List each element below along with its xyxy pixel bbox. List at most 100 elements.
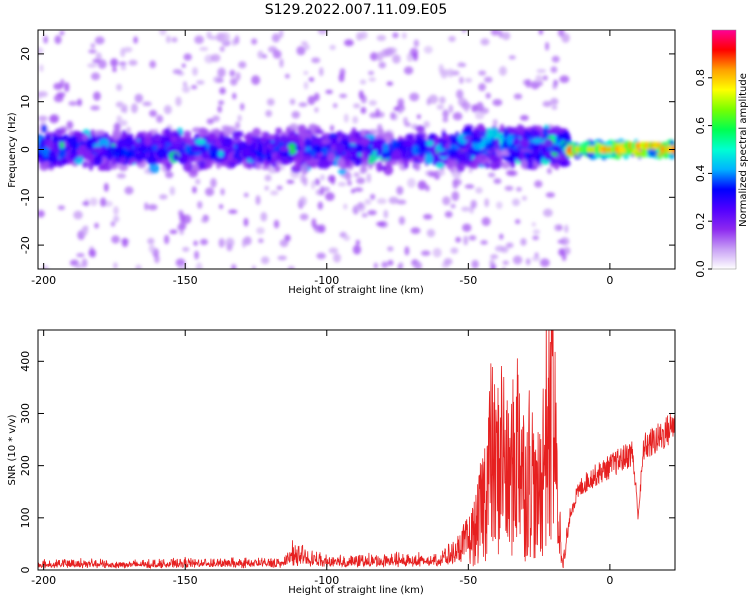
spectrogram-cell bbox=[91, 146, 103, 154]
spectrogram-cell bbox=[217, 105, 222, 113]
spectrogram-cell bbox=[542, 208, 553, 217]
spectrogram-cell bbox=[181, 152, 189, 164]
spectrogram-cell bbox=[266, 134, 276, 140]
spectrogram-cell bbox=[191, 145, 201, 153]
x-tick-label: -50 bbox=[459, 574, 477, 587]
spectrogram-cell bbox=[121, 156, 127, 165]
spectrogram-cell bbox=[289, 123, 299, 130]
spectrogram-cell bbox=[87, 63, 98, 68]
spectrogram-cell bbox=[94, 36, 105, 45]
colorbar-tick-label: 0.4 bbox=[694, 165, 707, 183]
spectrogram-cell bbox=[38, 138, 46, 150]
spectrogram-cell bbox=[93, 129, 104, 137]
spectrogram-cell bbox=[308, 77, 315, 82]
spectrogram-cell bbox=[384, 47, 394, 57]
spectrogram-x-label: Height of straight line (km) bbox=[288, 285, 424, 296]
spectrogram-cell bbox=[370, 193, 376, 200]
spectrogram-cell bbox=[175, 96, 182, 107]
spectrogram-cell bbox=[499, 233, 504, 240]
y-tick-label: -10 bbox=[19, 188, 32, 206]
spectrogram-cell bbox=[563, 246, 571, 255]
spectrogram-cell bbox=[220, 188, 225, 196]
spectrogram-cell bbox=[521, 195, 527, 201]
spectrogram-cell bbox=[404, 246, 410, 256]
spectrogram-cell bbox=[172, 152, 179, 162]
spectrogram-cell bbox=[375, 161, 383, 173]
spectrogram-cell bbox=[343, 113, 349, 123]
y-tick-label: 200 bbox=[19, 455, 32, 476]
spectrogram-cell bbox=[423, 120, 430, 128]
spectrogram-cell bbox=[251, 265, 256, 269]
spectrogram-cell bbox=[432, 247, 442, 258]
spectrogram-cell bbox=[116, 115, 122, 123]
spectrogram-cell bbox=[58, 148, 67, 159]
spectrogram-cell bbox=[165, 162, 172, 172]
spectrogram-cell bbox=[182, 81, 188, 87]
spectrogram-cell bbox=[392, 32, 399, 39]
y-tick-label: 300 bbox=[19, 403, 32, 424]
spectrogram-cell bbox=[90, 42, 96, 49]
x-tick-label: -50 bbox=[459, 274, 477, 287]
spectrogram-cell bbox=[534, 180, 543, 188]
spectrogram-cell bbox=[260, 256, 270, 265]
spectrogram-cell bbox=[551, 55, 560, 63]
spectrogram-cell bbox=[208, 144, 214, 152]
spectrogram-cell bbox=[314, 107, 319, 113]
spectrogram-cell bbox=[328, 247, 339, 254]
spectrogram-cell bbox=[311, 57, 321, 64]
spectrogram-cell bbox=[321, 147, 328, 156]
spectrogram-cell bbox=[255, 195, 261, 206]
spectrogram-cell bbox=[519, 114, 529, 121]
spectrogram-cell bbox=[360, 165, 368, 174]
spectrogram-cell bbox=[397, 98, 405, 107]
x-tick-label: -200 bbox=[31, 574, 56, 587]
spectrogram-cell bbox=[461, 30, 467, 33]
spectrogram-cell bbox=[144, 202, 149, 211]
spectrogram-cell bbox=[183, 134, 192, 144]
spectrogram-cell bbox=[490, 161, 499, 171]
spectrogram-cell bbox=[461, 101, 471, 110]
spectrogram-cell bbox=[484, 198, 490, 208]
spectrogram-cell bbox=[196, 80, 205, 85]
spectrogram-cell bbox=[275, 127, 283, 135]
spectrogram-cell bbox=[450, 203, 456, 209]
spectrogram-cell bbox=[93, 155, 103, 166]
spectrogram-cell bbox=[353, 187, 364, 192]
spectrogram-cell bbox=[484, 162, 491, 169]
spectrogram-cell bbox=[198, 160, 206, 170]
spectrogram-cell bbox=[113, 262, 118, 269]
spectrogram-cell bbox=[501, 31, 511, 41]
spectrogram-cell bbox=[392, 54, 401, 64]
spectrogram-cell bbox=[356, 202, 366, 212]
spectrogram-cell bbox=[149, 109, 158, 117]
spectrogram-cell bbox=[76, 253, 85, 258]
spectrogram-cell bbox=[450, 247, 459, 254]
spectrogram-cell bbox=[464, 77, 473, 83]
spectrogram-cell bbox=[265, 109, 273, 118]
spectrogram-cell bbox=[325, 192, 335, 201]
spectrogram-cell bbox=[512, 255, 523, 265]
colorbar-tick-label: 0.8 bbox=[694, 69, 707, 87]
spectrogram-cell bbox=[39, 64, 44, 72]
snr-y-ticks: 0 100 200 300 400 bbox=[19, 351, 675, 574]
spectrogram-cell bbox=[437, 169, 445, 176]
spectrogram-cell bbox=[368, 77, 376, 82]
spectrogram-cell bbox=[90, 105, 100, 111]
spectrogram-cell bbox=[223, 127, 231, 137]
spectrogram-cell bbox=[320, 158, 330, 170]
spectrogram-cell bbox=[284, 73, 290, 79]
spectrogram-cell bbox=[183, 53, 192, 61]
spectrogram-cell bbox=[532, 229, 541, 235]
spectrogram-cell bbox=[483, 76, 493, 83]
spectrogram-cell bbox=[498, 30, 503, 38]
spectrogram-cell bbox=[219, 87, 226, 95]
spectrogram-cell bbox=[266, 142, 274, 149]
spectrogram-cell bbox=[541, 147, 547, 156]
spectrogram-cell bbox=[329, 124, 335, 132]
spectrogram-cell bbox=[301, 41, 308, 46]
spectrogram-cell bbox=[514, 136, 521, 146]
spectrogram-x-ticks: -200 -150 -100 -50 0 bbox=[31, 30, 613, 287]
spectrogram-cell bbox=[444, 143, 451, 149]
spectrogram-cell bbox=[390, 111, 396, 120]
